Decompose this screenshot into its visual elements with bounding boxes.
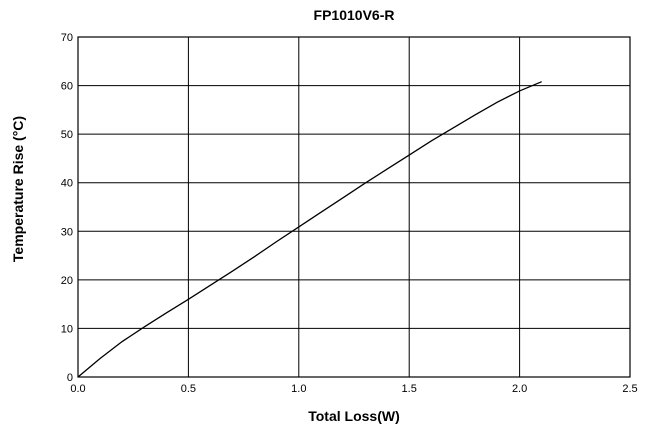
plot-frame bbox=[77, 36, 631, 378]
x-tick-label: 2.5 bbox=[622, 383, 637, 395]
x-tick-label: 1.5 bbox=[402, 383, 417, 395]
x-tick-label: 0.5 bbox=[181, 383, 196, 395]
x-tick-label: 1.0 bbox=[291, 383, 306, 395]
y-tick-label: 50 bbox=[61, 129, 73, 141]
y-tick-label: 0 bbox=[67, 372, 73, 384]
y-tick-label: 10 bbox=[61, 323, 73, 335]
x-axis-label: Total Loss(W) bbox=[308, 408, 400, 424]
tick-labels: 0.0 0.5 1.0 1.5 2.0 2.5 0 10 20 30 40 50 60 70 bbox=[61, 32, 638, 395]
y-tick-label: 70 bbox=[61, 32, 73, 44]
series-group bbox=[77, 81, 542, 378]
x-tick-label: 0.0 bbox=[70, 383, 85, 395]
y-tick-label: 40 bbox=[61, 178, 73, 190]
y-tick-label: 20 bbox=[61, 275, 73, 287]
x-tick-label: 2.0 bbox=[512, 383, 527, 395]
y-axis-label: Temperature Rise (°C) bbox=[10, 116, 26, 262]
chart-title: FP1010V6-R bbox=[314, 7, 395, 23]
series-line bbox=[77, 81, 542, 378]
grid-lines bbox=[78, 37, 630, 377]
y-tick-label: 60 bbox=[61, 81, 73, 93]
y-tick-label: 30 bbox=[61, 226, 73, 238]
